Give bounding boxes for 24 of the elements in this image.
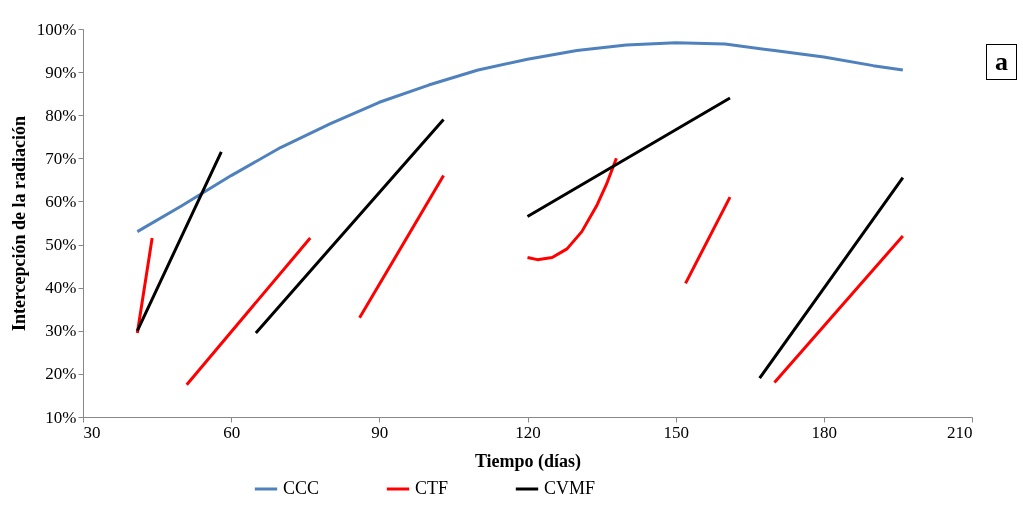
x-tick-label: 150 [663,422,689,442]
x-tick-label: 60 [223,422,241,442]
y-tick-label: 30% [45,321,77,341]
y-tick-label: 40% [45,278,77,298]
x-tick-label: 120 [515,422,541,442]
y-tick-label: 90% [45,62,77,82]
y-tick-label: 20% [45,364,77,384]
y-tick-label: 10% [45,407,77,427]
line-series [135,41,905,234]
y-axis-title: Intercepción de la radiación [8,115,29,332]
legend-label: CVMF [544,478,596,498]
y-tick-label: 100% [36,19,77,39]
text: a [986,44,1017,80]
x-axis-title: Tiempo (días) [474,450,582,472]
y-tick-label: 60% [45,191,77,211]
legend-label: CTF [415,478,449,498]
x-tick-label: 210 [947,422,973,442]
y-tick-label: 70% [45,148,77,168]
x-tick-label: 180 [811,422,838,442]
y-tick-label: 80% [45,105,77,125]
y-tick-label: 50% [45,235,77,255]
x-tick-label: 90 [371,422,389,442]
legend-label: CCC [283,478,320,498]
x-tick-label: 30 [83,422,101,442]
